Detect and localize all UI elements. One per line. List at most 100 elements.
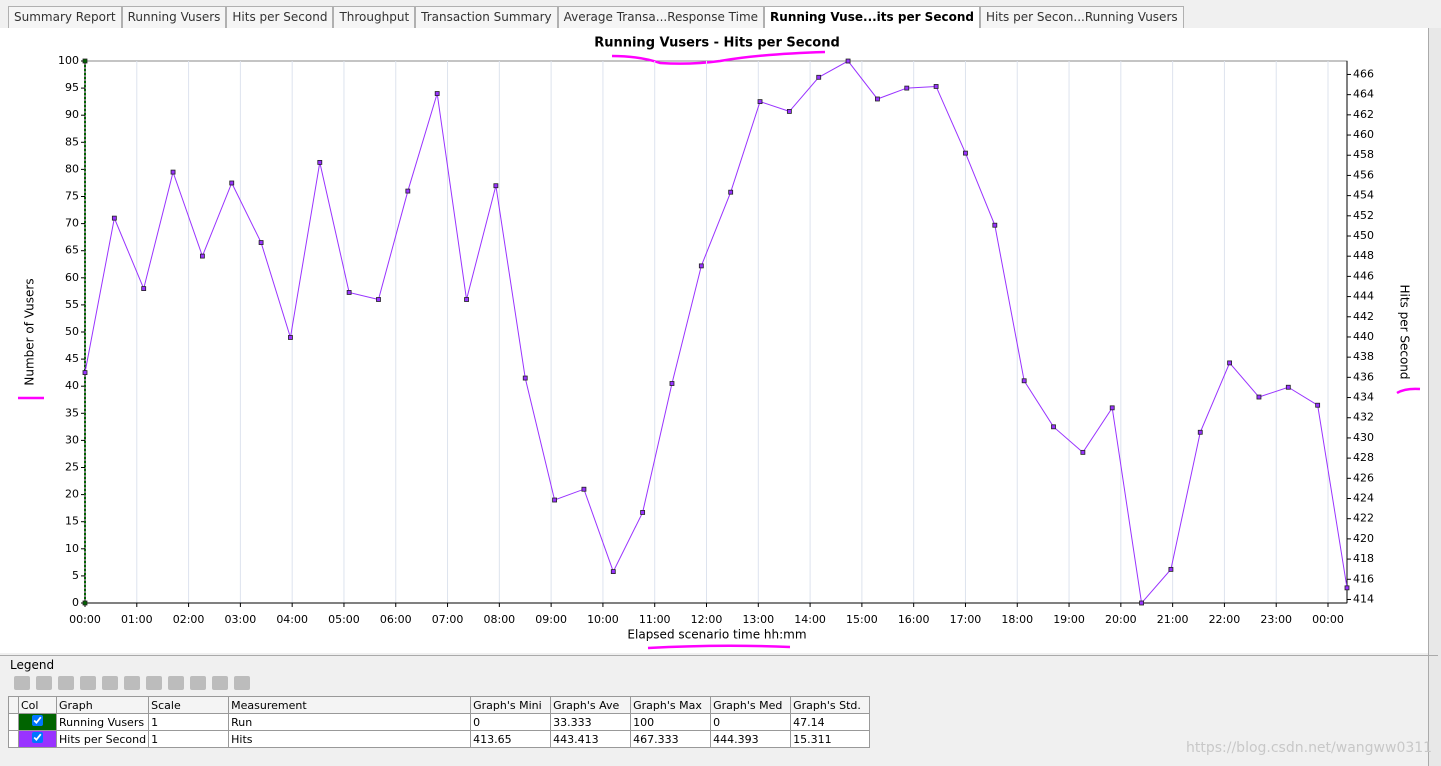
- side-panel: [1428, 28, 1441, 766]
- tab-bar: Summary Report Running Vusers Hits per Sec…: [8, 6, 1184, 28]
- header-cell[interactable]: Measurement: [228, 696, 472, 714]
- header-cell[interactable]: Graph's Max: [630, 696, 712, 714]
- x-tick-label: 15:00: [846, 613, 878, 626]
- tab[interactable]: Average Transa...Response Time: [557, 6, 765, 28]
- row-icon: [8, 730, 19, 748]
- toolbar-icon[interactable]: [212, 676, 228, 690]
- toolbar-icon[interactable]: [124, 676, 140, 690]
- visibility-checkbox[interactable]: [32, 732, 43, 743]
- x-tick-label: 23:00: [1260, 613, 1292, 626]
- y-tick-label: 25: [65, 461, 79, 474]
- y-tick-label: 30: [65, 433, 79, 446]
- annotation-scribble: [647, 644, 791, 650]
- data-point: [82, 600, 88, 606]
- x-tick-label: 00:00: [1312, 613, 1344, 626]
- header-cell[interactable]: Graph's Med: [710, 696, 792, 714]
- color-cell: [18, 713, 57, 731]
- cell: 0: [470, 713, 552, 731]
- y-tick-label: 20: [65, 488, 79, 501]
- y2-tick-label: 444: [1353, 290, 1374, 303]
- data-point: [1080, 449, 1086, 455]
- data-point: [1227, 360, 1233, 366]
- toolbar-icon[interactable]: [190, 676, 206, 690]
- header-cell[interactable]: Graph's Std.: [790, 696, 871, 714]
- y-tick-label: 50: [65, 325, 79, 338]
- data-point: [111, 215, 117, 221]
- tab[interactable]: Hits per Second: [226, 6, 334, 28]
- y2-tick-label: 436: [1353, 370, 1374, 383]
- legend-title: Legend: [10, 658, 55, 672]
- cell: 15.311: [790, 730, 871, 748]
- y2-tick-label: 428: [1353, 451, 1374, 464]
- data-point: [229, 180, 235, 186]
- cell: 1: [148, 713, 230, 731]
- data-point: [581, 486, 587, 492]
- y2-tick-label: 414: [1353, 592, 1374, 605]
- x-tick-label: 06:00: [380, 613, 412, 626]
- y-tick-label: 55: [65, 298, 79, 311]
- data-point: [405, 188, 411, 194]
- series-line: [84, 60, 1348, 605]
- toolbar-icon[interactable]: [14, 676, 30, 690]
- y2-tick-label: 466: [1353, 67, 1374, 80]
- data-point: [464, 297, 469, 302]
- x-tick-label: 10:00: [587, 613, 619, 626]
- data-point: [1168, 566, 1174, 572]
- y2-tick-label: 420: [1353, 532, 1374, 545]
- toolbar-icon[interactable]: [58, 676, 74, 690]
- data-point: [376, 297, 381, 302]
- data-point: [933, 84, 939, 89]
- toolbar-icon[interactable]: [168, 676, 184, 690]
- visibility-checkbox[interactable]: [32, 715, 43, 726]
- x-tick-label: 14:00: [794, 613, 826, 626]
- y2-tick-label: 458: [1353, 148, 1374, 161]
- data-point: [669, 381, 675, 386]
- tab[interactable]: Running Vuse...its per Second: [764, 6, 980, 28]
- chart-title: Running Vusers - Hits per Second: [594, 36, 840, 51]
- tab[interactable]: Running Vusers: [121, 6, 227, 28]
- data-point: [786, 109, 792, 114]
- data-point: [1315, 402, 1321, 408]
- data-point: [875, 96, 880, 102]
- tab[interactable]: Throughput: [333, 6, 416, 28]
- y2-tick-label: 434: [1353, 391, 1374, 404]
- header-cell[interactable]: Graph's Ave: [550, 696, 632, 714]
- tab[interactable]: Transaction Summary: [415, 6, 558, 28]
- y2-tick-label: 452: [1353, 209, 1374, 222]
- y2-tick-label: 442: [1353, 310, 1374, 323]
- y2-tick-label: 462: [1353, 108, 1374, 121]
- tab[interactable]: Hits per Secon...Running Vusers: [979, 6, 1184, 28]
- y2-tick-label: 418: [1353, 552, 1374, 565]
- data-point: [1139, 600, 1144, 606]
- y2-tick-label: 424: [1353, 492, 1374, 505]
- x-tick-label: 07:00: [432, 613, 464, 626]
- data-point: [288, 335, 293, 340]
- y-tick-label: 90: [65, 108, 79, 121]
- y-tick-label: 60: [65, 271, 79, 284]
- data-point: [1021, 378, 1027, 384]
- header-cell[interactable]: Scale: [148, 696, 230, 714]
- toolbar-icon[interactable]: [146, 676, 162, 690]
- cell: 47.14: [790, 713, 871, 731]
- x-tick-label: 16:00: [898, 613, 930, 626]
- cell: Hits: [228, 730, 472, 748]
- toolbar-icon[interactable]: [80, 676, 96, 690]
- toolbar-icon[interactable]: [102, 676, 118, 690]
- y-tick-label: 0: [72, 596, 79, 609]
- data-point: [170, 169, 176, 175]
- y-tick-label: 70: [65, 217, 79, 230]
- header-cell[interactable]: Graph: [55, 696, 150, 714]
- y2-tick-label: 416: [1353, 572, 1374, 585]
- y-tick-label: 10: [65, 542, 79, 555]
- data-point: [992, 222, 998, 228]
- header-cell[interactable]: Graph's Mini: [470, 696, 552, 714]
- watermark: https://blog.csdn.net/wangww0311: [1186, 740, 1433, 756]
- y-tick-label: 85: [65, 135, 79, 148]
- toolbar-icon[interactable]: [36, 676, 52, 690]
- x-tick-label: 12:00: [691, 613, 723, 626]
- toolbar-icon[interactable]: [234, 676, 250, 690]
- y2-tick-label: 446: [1353, 269, 1374, 282]
- header-cell[interactable]: Col: [18, 696, 57, 714]
- tab[interactable]: Summary Report: [8, 6, 122, 28]
